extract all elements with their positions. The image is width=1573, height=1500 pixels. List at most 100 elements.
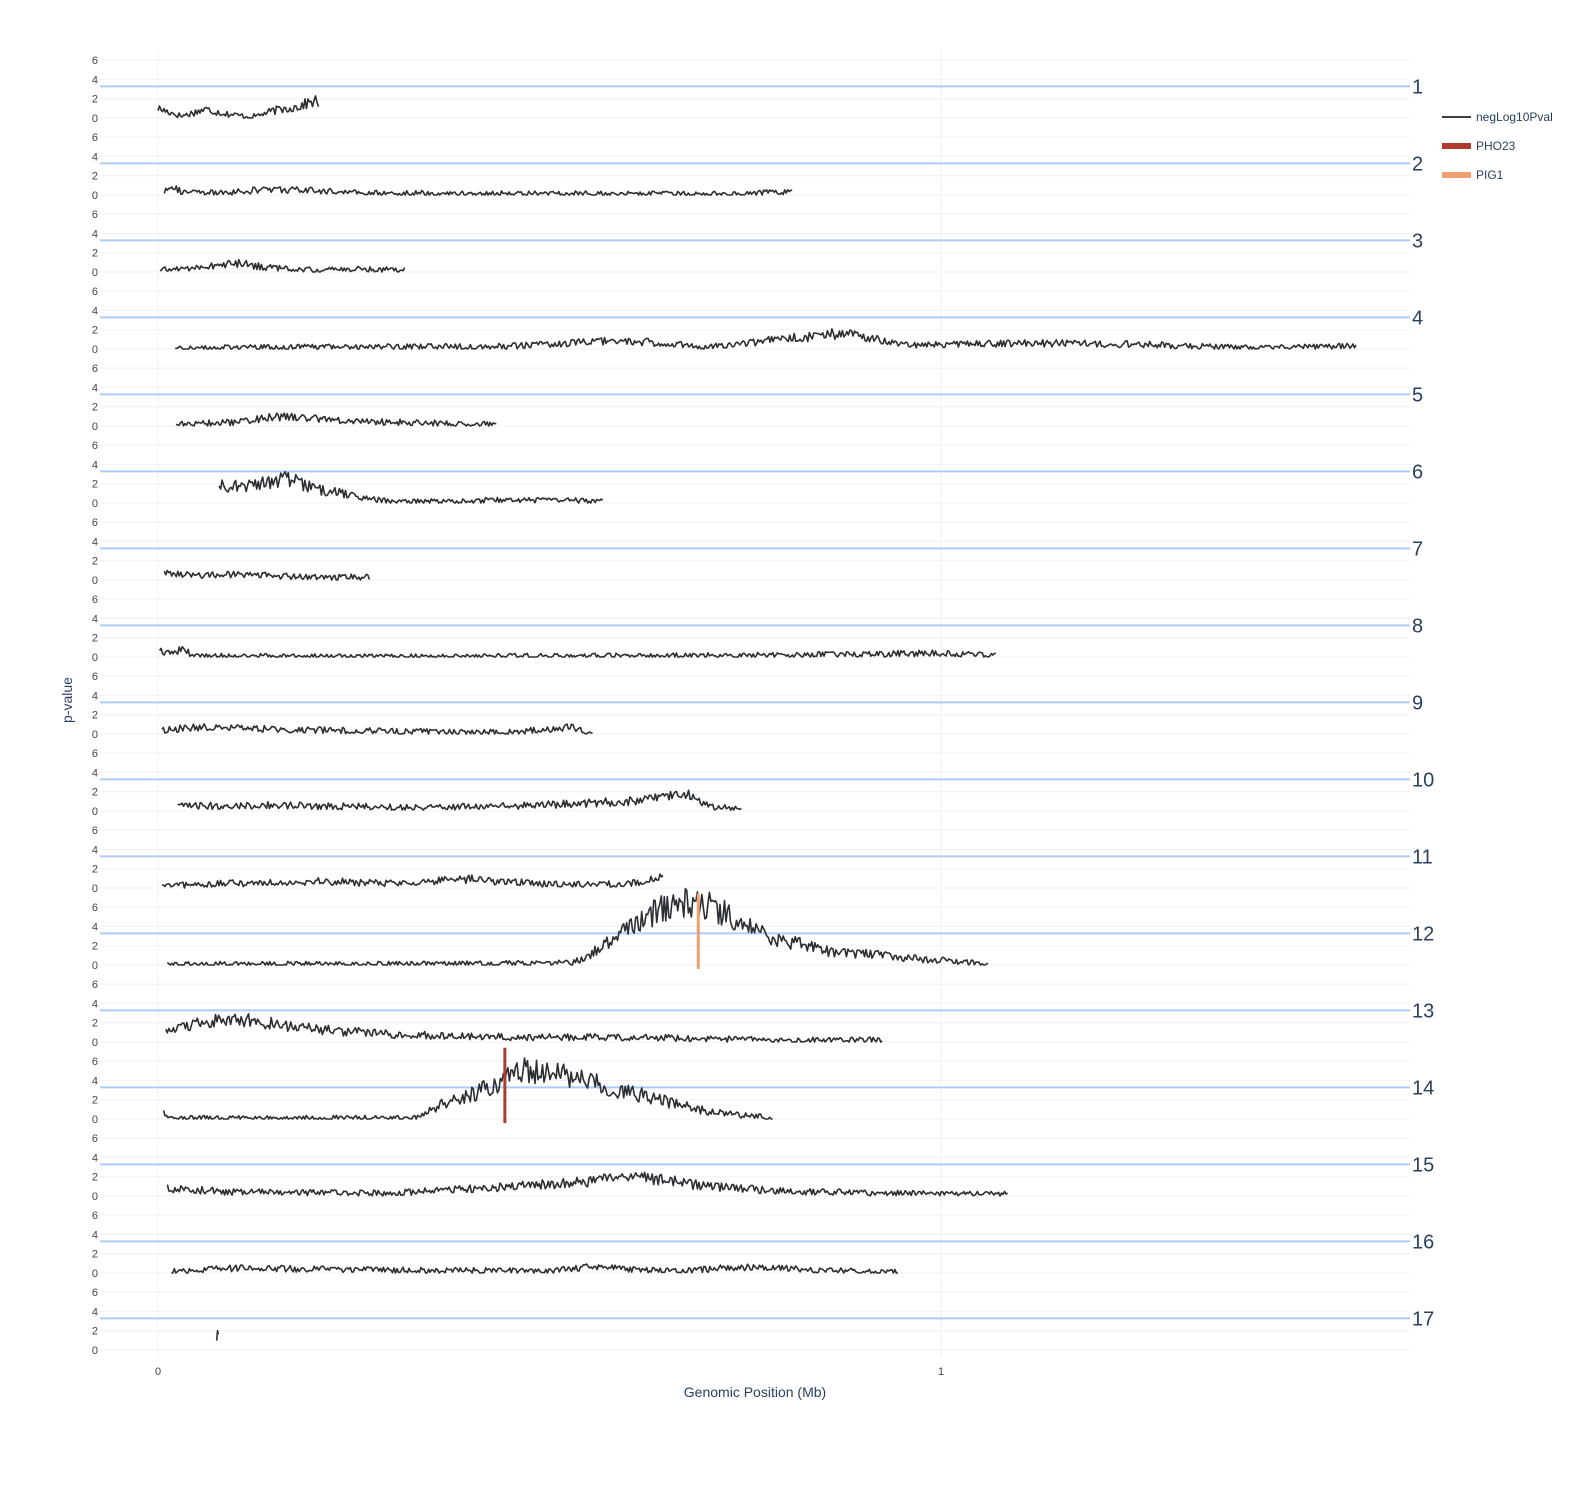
y-tick-label: 2 bbox=[92, 248, 98, 260]
x-axis-title: Genomic Position (Mb) bbox=[684, 1384, 826, 1400]
legend-label: PIG1 bbox=[1476, 168, 1504, 182]
y-axis-title: p-value bbox=[59, 677, 75, 723]
y-tick-label: 6 bbox=[92, 594, 98, 606]
facet-label: 17 bbox=[1412, 1308, 1434, 1330]
y-tick-label: 6 bbox=[92, 671, 98, 683]
series-line-chr17 bbox=[215, 1329, 220, 1341]
y-tick-label: 4 bbox=[92, 382, 98, 394]
series-line-chr8 bbox=[158, 646, 997, 658]
y-tick-label: 6 bbox=[92, 132, 98, 144]
y-tick-label: 2 bbox=[92, 556, 98, 568]
series-line-chr5 bbox=[175, 412, 497, 427]
y-tick-label: 6 bbox=[92, 286, 98, 298]
series-line-chr3 bbox=[159, 258, 406, 273]
series-line-chr16 bbox=[171, 1263, 898, 1274]
y-tick-label: 2 bbox=[92, 864, 98, 876]
y-tick-layer: 0 2 4 6 0 2 4 6 0 2 4 6 0 2 4 6 0 2 4 6 0 2 4 6 0 2 4 6 0 2 4 6 0 2 4 6 0 2 4 6… bbox=[92, 55, 98, 1357]
series-line-chr9 bbox=[161, 723, 593, 735]
series-line-chr6 bbox=[218, 471, 604, 504]
y-tick-label: 2 bbox=[92, 1095, 98, 1107]
y-tick-label: 2 bbox=[92, 479, 98, 491]
y-tick-label: 0 bbox=[92, 729, 98, 741]
facet-label: 3 bbox=[1412, 230, 1423, 252]
y-tick-label: 4 bbox=[92, 998, 98, 1010]
x-tick-label: 0 bbox=[155, 1366, 161, 1378]
y-tick-label: 0 bbox=[92, 1345, 98, 1357]
facet-label: 8 bbox=[1412, 615, 1423, 637]
y-tick-label: 2 bbox=[92, 710, 98, 722]
y-tick-label: 4 bbox=[92, 844, 98, 856]
y-tick-label: 6 bbox=[92, 979, 98, 991]
facet-label: 12 bbox=[1412, 923, 1434, 945]
facet-label: 10 bbox=[1412, 769, 1434, 791]
y-tick-label: 4 bbox=[92, 613, 98, 625]
y-tick-label: 4 bbox=[92, 1306, 98, 1318]
y-tick-label: 0 bbox=[92, 267, 98, 279]
facet-label: 5 bbox=[1412, 384, 1423, 406]
series-line-chr13 bbox=[165, 1013, 883, 1043]
y-tick-label: 4 bbox=[92, 151, 98, 163]
y-tick-label: 6 bbox=[92, 55, 98, 67]
y-tick-label: 6 bbox=[92, 363, 98, 375]
facet-label: 13 bbox=[1412, 1000, 1434, 1022]
y-tick-label: 4 bbox=[92, 767, 98, 779]
y-tick-label: 0 bbox=[92, 113, 98, 125]
y-tick-label: 0 bbox=[92, 1037, 98, 1049]
y-tick-label: 0 bbox=[92, 1114, 98, 1126]
legend-label: negLog10Pval bbox=[1476, 110, 1553, 124]
y-tick-label: 0 bbox=[92, 960, 98, 972]
series-line-chr7 bbox=[163, 569, 371, 581]
series-line-chr10 bbox=[177, 789, 742, 812]
facet-label: 11 bbox=[1412, 846, 1433, 868]
y-tick-label: 0 bbox=[92, 498, 98, 510]
facet-label: 14 bbox=[1412, 1077, 1434, 1099]
facet-label: 9 bbox=[1412, 692, 1423, 714]
y-tick-label: 2 bbox=[92, 1326, 98, 1338]
facet-label: 1 bbox=[1412, 76, 1423, 98]
y-tick-label: 4 bbox=[92, 536, 98, 548]
y-tick-label: 0 bbox=[92, 575, 98, 587]
y-tick-label: 6 bbox=[92, 1287, 98, 1299]
y-tick-label: 2 bbox=[92, 171, 98, 183]
y-tick-label: 4 bbox=[92, 921, 98, 933]
y-tick-label: 2 bbox=[92, 1018, 98, 1030]
y-tick-label: 6 bbox=[92, 748, 98, 760]
y-tick-label: 2 bbox=[92, 94, 98, 106]
y-tick-label: 0 bbox=[92, 421, 98, 433]
y-tick-label: 4 bbox=[92, 74, 98, 86]
series-line-chr15 bbox=[166, 1171, 1008, 1197]
y-tick-label: 6 bbox=[92, 1210, 98, 1222]
y-tick-label: 6 bbox=[92, 517, 98, 529]
y-tick-label: 6 bbox=[92, 825, 98, 837]
y-tick-label: 4 bbox=[92, 1075, 98, 1087]
facet-label: 15 bbox=[1412, 1154, 1434, 1176]
series-layer bbox=[157, 95, 1357, 1341]
y-tick-label: 0 bbox=[92, 806, 98, 818]
facet-label: 7 bbox=[1412, 538, 1423, 560]
y-tick-label: 0 bbox=[92, 1268, 98, 1280]
y-tick-label: 2 bbox=[92, 633, 98, 645]
x-tick-label: 1 bbox=[938, 1366, 944, 1378]
y-tick-label: 2 bbox=[92, 787, 98, 799]
y-tick-label: 4 bbox=[92, 1152, 98, 1164]
series-line-chr1 bbox=[157, 95, 320, 119]
series-line-chr4 bbox=[174, 328, 1357, 350]
threshold-layer bbox=[100, 85, 1410, 1320]
facet-label: 6 bbox=[1412, 461, 1423, 483]
y-tick-label: 2 bbox=[92, 1249, 98, 1261]
legend: negLog10Pval PHO23 PIG1 bbox=[1442, 110, 1553, 182]
y-tick-label: 6 bbox=[92, 209, 98, 221]
grid-layer bbox=[100, 49, 1410, 1358]
y-tick-label: 4 bbox=[92, 305, 98, 317]
series-line-chr11 bbox=[161, 873, 664, 889]
y-tick-label: 0 bbox=[92, 190, 98, 202]
y-tick-label: 0 bbox=[92, 344, 98, 356]
series-line-chr12 bbox=[166, 887, 989, 966]
facet-label: 2 bbox=[1412, 153, 1423, 175]
y-tick-label: 6 bbox=[92, 902, 98, 914]
y-tick-label: 2 bbox=[92, 402, 98, 414]
y-tick-label: 4 bbox=[92, 1229, 98, 1241]
